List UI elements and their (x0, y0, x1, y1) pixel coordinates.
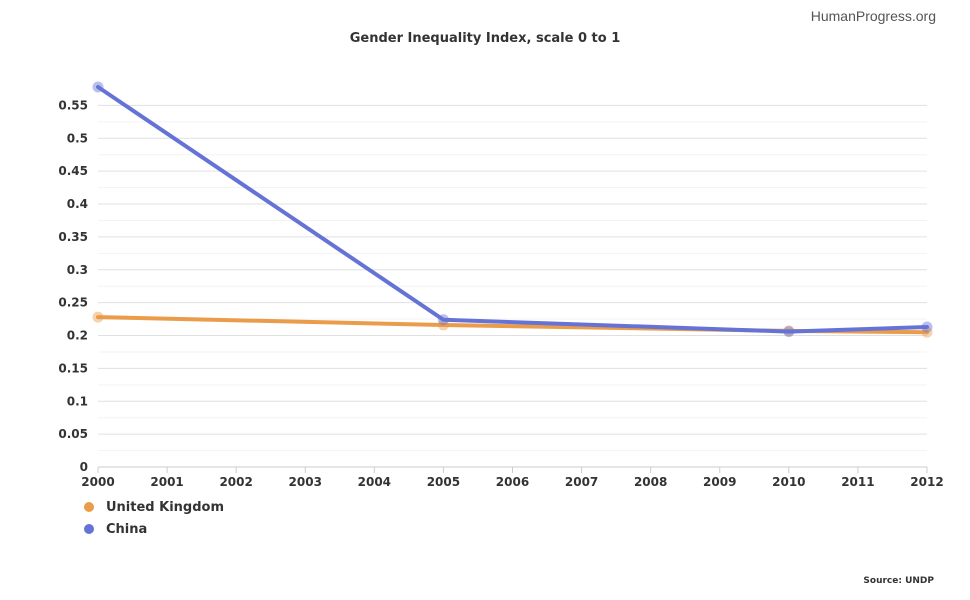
x-tick-label: 2011 (841, 475, 874, 489)
data-point-china[interactable] (92, 81, 104, 93)
y-tick-label: 0.3 (67, 263, 88, 277)
data-point-united-kingdom[interactable] (921, 326, 933, 338)
y-tick-label: 0.45 (58, 164, 88, 178)
chart-title: Gender Inequality Index, scale 0 to 1 (349, 31, 621, 46)
legend-label-china: China (106, 521, 148, 537)
x-tick-label: 2008 (634, 475, 667, 489)
data-point-china[interactable] (921, 321, 933, 333)
y-tick-label: 0.35 (58, 230, 88, 244)
data-point-united-kingdom[interactable] (437, 319, 449, 331)
x-tick-label: 2001 (150, 475, 183, 489)
y-tick-label: 0.25 (58, 296, 88, 310)
x-tick-label: 2002 (219, 475, 252, 489)
x-axis-ticks: 2000 2001 2002 2003 2004 2005 2006 2007 2008 2009… (81, 467, 944, 489)
legend-item-china[interactable]: China (84, 518, 224, 540)
x-tick-label: 2009 (703, 475, 736, 489)
y-tick-label: 0.15 (58, 361, 88, 375)
y-tick-label: 0.4 (67, 197, 88, 211)
legend-swatch-united-kingdom (84, 502, 94, 512)
legend: United Kingdom China (84, 496, 224, 540)
grid-lines (98, 104, 927, 452)
x-tick-label: 2012 (910, 475, 943, 489)
data-point-china[interactable] (437, 314, 449, 326)
y-tick-label: 0.05 (58, 427, 88, 441)
data-point-united-kingdom[interactable] (92, 311, 104, 323)
legend-item-united-kingdom[interactable]: United Kingdom (84, 496, 224, 518)
series-lines (92, 81, 933, 338)
x-tick-label: 2004 (358, 475, 391, 489)
y-tick-label: 0 (80, 460, 88, 474)
x-tick-label: 2007 (565, 475, 598, 489)
x-tick-label: 2005 (427, 475, 460, 489)
watermark: HumanProgress.org (810, 8, 936, 24)
x-tick-label: 2000 (81, 475, 114, 489)
series-line-united-kingdom[interactable] (96, 315, 929, 335)
legend-label-united-kingdom: United Kingdom (106, 499, 225, 515)
x-tick-label: 2006 (496, 475, 529, 489)
legend-swatch-china (84, 524, 94, 534)
series-line-china[interactable] (96, 85, 929, 334)
y-tick-label: 0.55 (58, 98, 88, 112)
x-tick-label: 2003 (289, 475, 322, 489)
source-credit: Source: UNDP (863, 576, 934, 586)
y-axis-ticks: 0 0.05 0.1 0.15 0.2 0.25 0.3 0.35 0.4 0.45 0.5 0.55 (58, 98, 88, 474)
y-tick-label: 0.2 (67, 329, 88, 343)
x-tick-label: 2010 (772, 475, 805, 489)
y-tick-label: 0.1 (67, 394, 88, 408)
y-tick-label: 0.5 (67, 131, 88, 145)
data-point-china[interactable] (783, 326, 795, 338)
